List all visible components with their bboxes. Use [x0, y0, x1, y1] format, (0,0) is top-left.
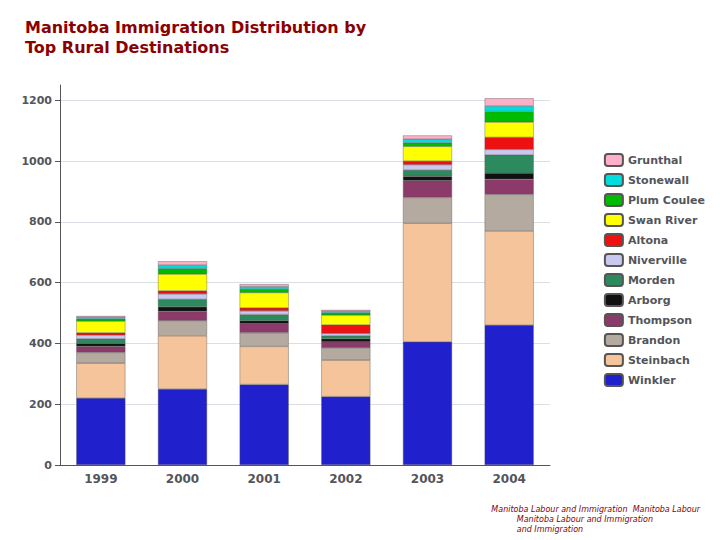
svg-text:Plum Coulee: Plum Coulee — [628, 194, 705, 207]
svg-text:2002: 2002 — [329, 472, 362, 486]
svg-text:1999: 1999 — [84, 472, 117, 486]
svg-text:Altona: Altona — [628, 234, 668, 247]
svg-text:600: 600 — [29, 276, 52, 289]
svg-text:Manitoba Immigration Distribut: Manitoba Immigration Distribution by — [25, 18, 367, 37]
svg-text:Arborg: Arborg — [628, 294, 671, 307]
svg-text:800: 800 — [29, 215, 52, 228]
svg-text:Winkler: Winkler — [628, 374, 676, 387]
svg-text:Thompson: Thompson — [628, 314, 692, 327]
svg-text:Niverville: Niverville — [628, 254, 687, 267]
svg-text:Top Rural Destinations: Top Rural Destinations — [25, 38, 229, 57]
svg-text:and Immigration: and Immigration — [491, 525, 583, 534]
svg-text:Manitoba Labour and Immigratio: Manitoba Labour and Immigration Manitoba… — [491, 505, 700, 514]
svg-text:Grunthal: Grunthal — [628, 154, 682, 167]
svg-text:2000: 2000 — [166, 472, 199, 486]
svg-text:Stonewall: Stonewall — [628, 174, 689, 187]
svg-text:0: 0 — [44, 459, 52, 472]
svg-text:400: 400 — [29, 337, 52, 350]
svg-text:2003: 2003 — [411, 472, 444, 486]
svg-text:1200: 1200 — [21, 94, 52, 107]
svg-text:Manitoba Labour and Immigratio: Manitoba Labour and Immigration — [491, 515, 653, 524]
svg-text:Steinbach: Steinbach — [628, 354, 690, 367]
svg-text:200: 200 — [29, 398, 52, 411]
svg-text:1000: 1000 — [21, 155, 52, 168]
svg-text:Morden: Morden — [628, 274, 675, 287]
svg-text:Brandon: Brandon — [628, 334, 680, 347]
svg-text:2001: 2001 — [247, 472, 280, 486]
svg-text:2004: 2004 — [492, 472, 525, 486]
svg-text:Swan River: Swan River — [628, 214, 698, 227]
